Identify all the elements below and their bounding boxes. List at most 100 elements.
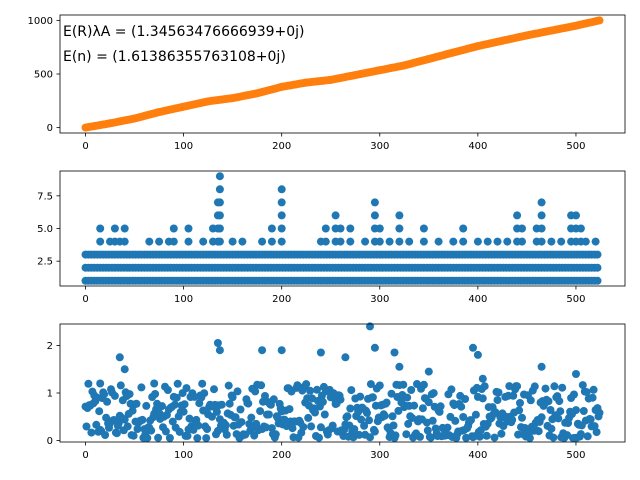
value-data-point: [120, 415, 129, 424]
cumulative-series-marks: [81, 16, 604, 132]
value-x-tick-label: 400: [468, 450, 487, 461]
value-x-tick-label: 500: [566, 450, 585, 461]
count-data-point: [277, 211, 286, 220]
count-data-point: [110, 224, 119, 233]
value-data-point: [82, 422, 91, 431]
value-data-point: [307, 422, 316, 431]
value-data-point: [328, 421, 337, 430]
value-data-point: [173, 379, 182, 388]
value-data-point: [513, 382, 522, 391]
value-data-point: [180, 400, 189, 409]
value-data-point: [457, 402, 466, 411]
value-y-tick-label: 0: [47, 436, 53, 447]
value-data-point: [556, 407, 565, 416]
value-data-point: [110, 391, 119, 400]
value-data-point: [103, 397, 112, 406]
count-data-point: [503, 237, 512, 246]
value-data-point: [172, 393, 181, 402]
value-data-point: [95, 407, 104, 416]
value-data-point: [490, 433, 499, 442]
count-data-point: [473, 237, 482, 246]
count-data-point: [277, 224, 286, 233]
value-data-point: [158, 402, 166, 411]
value-data-point: [115, 353, 124, 362]
value-y-tick-label: 2: [47, 341, 53, 352]
value-data-point: [100, 390, 109, 399]
value-x-tick-label: 100: [174, 450, 193, 461]
count-data-point: [199, 237, 208, 246]
count-data-point: [395, 224, 404, 233]
count-data-point: [385, 237, 394, 246]
value-data-point: [578, 381, 587, 390]
value-data-point: [198, 379, 207, 388]
value-data-point: [459, 413, 468, 421]
value-data-point: [589, 385, 598, 394]
value-data-point: [447, 385, 456, 394]
value-data-point: [179, 407, 188, 416]
value-data-point: [96, 379, 105, 388]
count-data-point: [572, 211, 580, 220]
value-data-point: [443, 423, 452, 432]
value-data-point: [546, 406, 555, 414]
count-data-point: [145, 237, 154, 246]
value-data-point: [368, 393, 377, 402]
value-data-point: [182, 384, 191, 393]
value-data-point: [416, 432, 424, 441]
value-data-point: [316, 423, 325, 432]
count-data-point: [419, 224, 428, 233]
value-data-point: [264, 410, 273, 419]
count-data-point: [518, 224, 526, 233]
value-data-point: [203, 425, 212, 433]
value-data-point: [388, 412, 397, 421]
annotation-expected-n: E(n) = (1.61386355763108+0j): [63, 49, 286, 65]
count-data-point: [336, 237, 345, 246]
count-data-point: [361, 237, 370, 246]
count-data-point: [96, 237, 105, 246]
value-data-point: [370, 343, 379, 352]
value-data-point: [461, 395, 470, 403]
value-data-point: [151, 390, 160, 398]
value-x-tick-label: 0: [82, 450, 88, 461]
value-plot-axes: 0 100 200 300 400 500 0 1 2: [47, 341, 586, 461]
count-data-point: [267, 237, 276, 246]
value-data-point: [469, 343, 477, 352]
count-data-point: [434, 237, 443, 246]
value-data-point: [306, 386, 315, 395]
value-data-point: [251, 387, 260, 396]
count-data-point: [593, 276, 602, 285]
value-data-point: [143, 434, 152, 443]
value-data-point: [165, 434, 174, 442]
value-data-point: [508, 415, 517, 424]
cumulative-x-tick-label: 100: [174, 141, 193, 152]
value-data-point: [302, 380, 311, 389]
value-data-point: [84, 379, 93, 388]
cumulative-x-tick-label: 300: [370, 141, 389, 152]
count-x-tick-label: 300: [370, 294, 389, 305]
cumulative-data-point: [595, 16, 604, 25]
count-x-tick-label: 500: [566, 294, 585, 305]
value-data-point: [221, 421, 230, 430]
value-data-point: [428, 416, 437, 425]
value-data-point: [355, 430, 364, 439]
value-data-point: [183, 431, 192, 440]
count-data-point: [184, 224, 193, 233]
count-data-point: [120, 237, 129, 246]
value-data-point: [424, 398, 433, 407]
value-data-point: [570, 390, 578, 399]
count-data-point: [483, 237, 492, 246]
value-data-point: [132, 399, 141, 408]
value-data-point: [343, 412, 352, 421]
value-data-point: [478, 374, 487, 383]
value-data-point: [129, 431, 138, 440]
value-data-point: [408, 414, 417, 422]
count-plot-axes: 0 100 200 300 400 500 2.5 5.0 7.5: [37, 191, 585, 305]
value-data-point: [525, 434, 534, 443]
value-data-point: [236, 405, 245, 414]
count-data-point: [537, 237, 546, 246]
count-data-point: [375, 224, 384, 233]
value-data-point: [315, 433, 323, 442]
value-data-point: [555, 397, 564, 406]
count-x-tick-label: 200: [272, 294, 291, 305]
value-data-point: [346, 404, 355, 413]
value-data-point: [231, 413, 240, 422]
